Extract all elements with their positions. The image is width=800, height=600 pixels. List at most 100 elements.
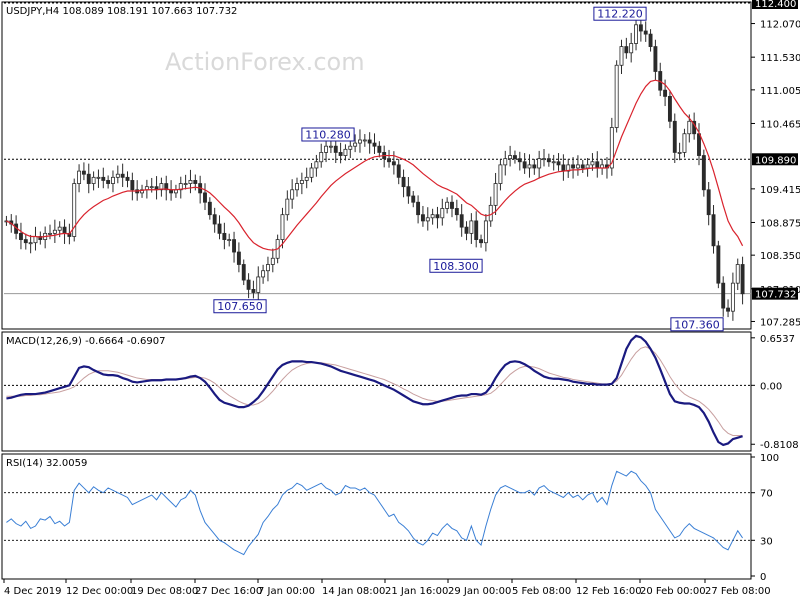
candle-body xyxy=(483,220,488,244)
candle-body xyxy=(304,176,309,181)
candle-body xyxy=(629,43,634,54)
candle-body xyxy=(319,152,324,163)
candle-body xyxy=(508,155,513,160)
candle-body xyxy=(261,270,266,278)
candle-body xyxy=(672,120,677,153)
candle-body xyxy=(91,176,96,184)
candle-body xyxy=(358,139,362,144)
candle-body xyxy=(280,214,285,240)
candle-body xyxy=(517,158,522,163)
candle-body xyxy=(120,173,125,178)
candle-body xyxy=(609,127,614,169)
candle-body xyxy=(178,183,183,191)
candle-body xyxy=(643,30,648,35)
candle-body xyxy=(667,95,672,122)
price-marker-box xyxy=(752,287,798,300)
candle-body xyxy=(367,139,372,144)
candle-body xyxy=(236,251,241,265)
candle-body xyxy=(634,24,638,44)
candle-body xyxy=(23,239,28,244)
candle-body xyxy=(721,282,726,309)
candle-body xyxy=(401,176,406,188)
candle-body xyxy=(207,201,212,216)
macd-panel xyxy=(1,331,752,452)
x-tick-label: 27 Dec 16:00 xyxy=(195,586,262,597)
price-tick-label: 107.285 xyxy=(760,317,800,328)
candle-body xyxy=(469,220,474,234)
candle-body xyxy=(159,183,164,191)
candle-body xyxy=(638,24,643,32)
rsi-panel-title: RSI(14) 32.0059 xyxy=(6,458,87,469)
candle-body xyxy=(227,239,232,241)
macd-signal-line xyxy=(6,346,743,436)
macd-tick-label: -0.8108 xyxy=(760,440,799,451)
candle-body xyxy=(270,257,275,265)
candle-body xyxy=(464,226,469,234)
candle-body xyxy=(580,164,585,169)
x-tick-label: 4 Dec 2019 xyxy=(4,586,62,597)
candle-body xyxy=(309,167,314,178)
price-marker-box xyxy=(752,153,798,166)
candle-body xyxy=(653,46,658,72)
candle-body xyxy=(333,145,338,153)
annotation-box xyxy=(429,258,483,273)
candle-body xyxy=(188,180,193,184)
candle-body xyxy=(711,214,716,247)
candle-body xyxy=(343,148,348,156)
candle-body xyxy=(503,158,508,166)
candle-body xyxy=(290,189,295,200)
candle-body xyxy=(663,89,668,97)
candle-body xyxy=(677,152,682,154)
candle-body xyxy=(106,180,111,184)
candle-body xyxy=(256,276,261,293)
candle-body xyxy=(362,139,367,142)
candle-body xyxy=(701,155,706,191)
candle-body xyxy=(348,145,353,150)
candle-body xyxy=(513,155,517,160)
candle-body xyxy=(474,220,479,240)
x-tick-label: 5 Feb 08:00 xyxy=(512,586,571,597)
candle-body xyxy=(96,176,101,179)
price-panel-title: USDJPY,H4 108.089 108.191 107.663 107.73… xyxy=(6,6,237,17)
candle-body xyxy=(687,120,692,135)
x-tick-label: 20 Feb 00:00 xyxy=(640,586,706,597)
candle-body xyxy=(706,189,711,216)
candle-body xyxy=(246,279,251,290)
candle-body xyxy=(57,226,62,231)
candle-body xyxy=(726,307,730,312)
candle-body xyxy=(125,176,130,181)
macd-line xyxy=(6,334,743,447)
candle-body xyxy=(542,158,546,161)
candle-body xyxy=(115,173,120,178)
candle-body xyxy=(295,183,299,191)
candle-body xyxy=(454,208,459,216)
price-tick-label: 111.005 xyxy=(760,86,800,97)
candle-body xyxy=(140,189,144,194)
candle-body xyxy=(387,158,391,163)
annotation-label: 107.650 xyxy=(217,300,263,313)
annotation-label: 108.300 xyxy=(433,260,479,273)
price-panel xyxy=(1,1,752,330)
price-tick-label: 108.875 xyxy=(760,218,800,229)
candle-body xyxy=(614,64,619,128)
candle-body xyxy=(420,214,425,222)
candle-body xyxy=(285,198,290,216)
candle-body xyxy=(81,170,86,175)
candle-body xyxy=(488,204,493,222)
candle-body xyxy=(537,158,542,169)
candle-body xyxy=(498,164,503,184)
candle-body xyxy=(697,133,701,156)
candle-body xyxy=(532,164,537,169)
candle-body xyxy=(556,161,561,166)
candle-body xyxy=(33,236,38,244)
x-tick-label: 12 Dec 00:00 xyxy=(66,586,133,597)
candle-body xyxy=(164,183,169,191)
candle-body xyxy=(130,180,135,191)
price-marker-label: 112.400 xyxy=(755,0,796,10)
candle-body xyxy=(522,161,527,169)
candle-body xyxy=(28,242,33,245)
candle-body xyxy=(396,164,401,178)
candle-body xyxy=(48,232,52,235)
candle-body xyxy=(735,264,740,284)
candle-body xyxy=(445,201,450,209)
